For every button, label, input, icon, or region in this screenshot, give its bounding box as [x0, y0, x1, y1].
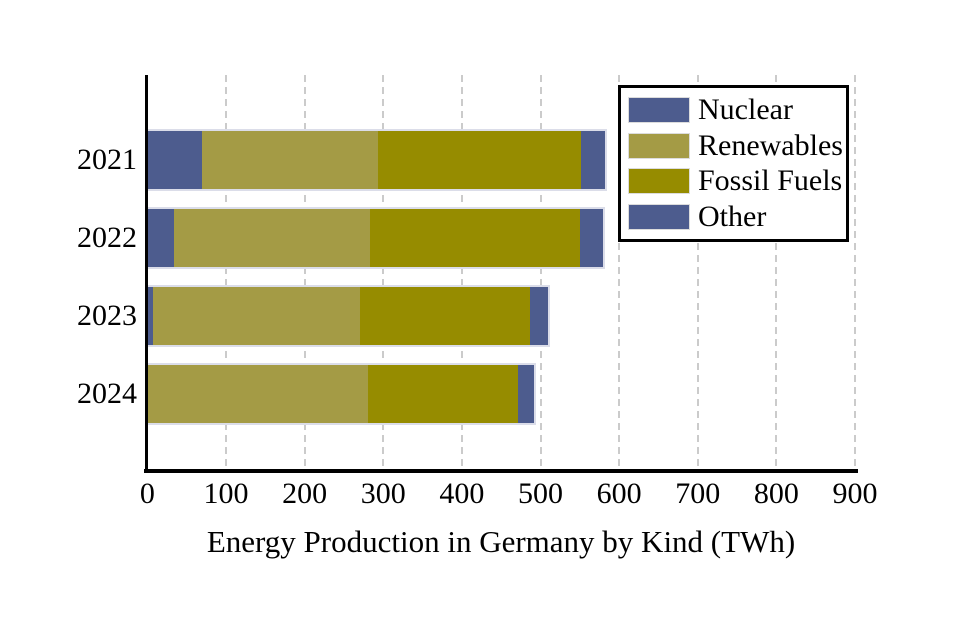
- y-axis-spine: [145, 75, 148, 473]
- gridline-700: [696, 75, 699, 469]
- x-tick-label-500: 500: [518, 477, 563, 510]
- x-tick-label-200: 200: [282, 477, 328, 510]
- legend-swatch-nuclear-icon: [629, 98, 689, 123]
- bar-segment-2022-fossil-fuels: [369, 209, 580, 267]
- legend-label-renewables: Renewables: [698, 128, 843, 162]
- legend-entry-renewables: Renewables: [629, 128, 843, 162]
- bar-2023: [147, 287, 548, 345]
- chart-title: Energy Production in Germany by Kind (TW…: [206, 524, 796, 559]
- legend-label-other: Other: [698, 199, 767, 233]
- y-tick-label-2024: 2024: [77, 377, 137, 410]
- x-tick-label-400: 400: [439, 477, 485, 510]
- gridline-300: [382, 75, 385, 469]
- bar-segment-2022-nuclear: [147, 209, 175, 267]
- gridline-200: [303, 75, 306, 469]
- gridline-800: [775, 75, 778, 469]
- bar-segment-2024-fossil-fuels: [367, 365, 519, 423]
- bar-segment-2021-fossil-fuels: [377, 131, 582, 189]
- bar-2024: [147, 365, 535, 423]
- bar-2022: [147, 209, 604, 267]
- x-tick-label-300: 300: [360, 477, 406, 510]
- bar-segment-2021-renewables: [201, 131, 378, 189]
- legend: Nuclear Renewables Fossil Fuels Other: [618, 85, 849, 242]
- gridline-900: [854, 75, 856, 469]
- bar-segment-2023-nuclear: [147, 287, 153, 345]
- x-axis-spine: [144, 469, 858, 473]
- x-tick-label-0: 0: [139, 477, 155, 510]
- x-tick-label-800: 800: [753, 477, 799, 510]
- legend-entry-other: Other: [629, 199, 840, 233]
- gridline-100: [225, 75, 228, 469]
- bar-segment-2023-other: [530, 287, 548, 345]
- gridline-600: [618, 75, 621, 469]
- bar-2021: [147, 131, 605, 189]
- x-tick-label-700: 700: [675, 477, 721, 510]
- bar-segment-2022-renewables: [174, 209, 370, 267]
- y-tick-label-2021: 2021: [77, 143, 137, 176]
- gridline-500: [539, 75, 542, 469]
- legend-swatch-fossil-fuels-icon: [629, 169, 689, 194]
- bar-segment-2023-renewables: [152, 287, 360, 345]
- legend-swatch-other-icon: [629, 204, 689, 229]
- x-tick-label-100: 100: [203, 477, 249, 510]
- bar-segment-2021-other: [581, 131, 605, 189]
- bar-segment-2023-fossil-fuels: [359, 287, 531, 345]
- y-tick-label-2023: 2023: [77, 299, 137, 332]
- legend-swatch-renewables-icon: [629, 133, 689, 158]
- bar-segment-2024-renewables: [147, 365, 368, 423]
- legend-entry-nuclear: Nuclear: [629, 95, 840, 125]
- x-tick-label-900: 900: [832, 477, 878, 510]
- legend-label-fossil-fuels: Fossil Fuels: [698, 164, 843, 198]
- bar-segment-2022-other: [579, 209, 604, 267]
- gridline-400: [460, 75, 463, 469]
- y-tick-label-2022: 2022: [77, 221, 137, 254]
- legend-label-nuclear: Nuclear: [698, 93, 793, 127]
- legend-entry-fossil-fuels: Fossil Fuels: [629, 164, 843, 198]
- x-tick-label-600: 600: [596, 477, 642, 510]
- bar-segment-2024-other: [518, 365, 535, 423]
- bar-segment-2021-nuclear: [147, 131, 202, 189]
